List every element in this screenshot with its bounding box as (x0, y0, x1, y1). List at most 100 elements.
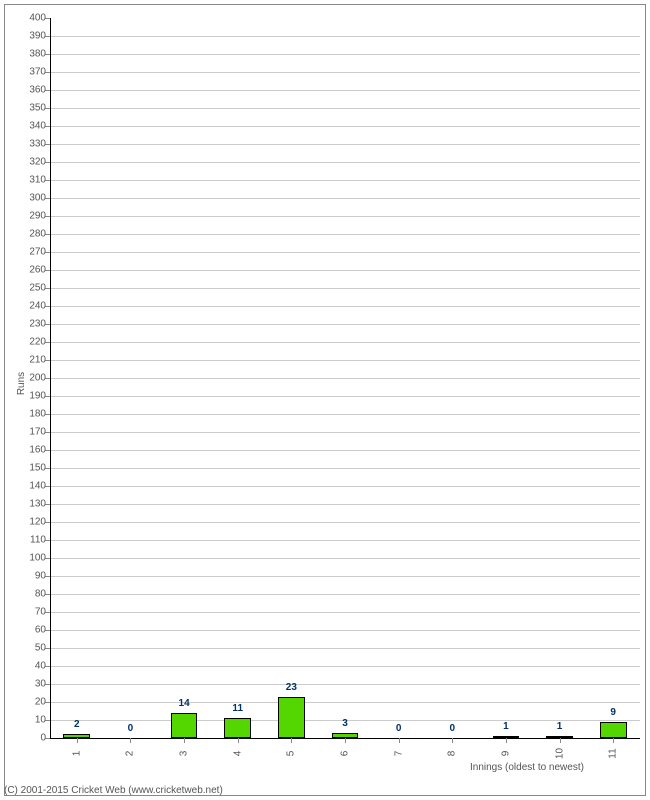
y-tick-label: 400 (29, 13, 46, 24)
y-tick-label: 260 (29, 265, 46, 276)
bar-value-label: 23 (286, 682, 297, 693)
y-tick-label: 100 (29, 553, 46, 564)
gridline (50, 432, 640, 433)
y-tick-label: 200 (29, 373, 46, 384)
y-tick-label: 20 (35, 697, 46, 708)
gridline (50, 360, 640, 361)
x-tick-label: 11 (608, 748, 619, 758)
y-tick-label: 120 (29, 517, 46, 528)
y-tick-label: 390 (29, 31, 46, 42)
gridline (50, 486, 640, 487)
gridline (50, 666, 640, 667)
x-tick-label: 5 (286, 751, 297, 757)
y-tick-label: 140 (29, 481, 46, 492)
gridline (50, 72, 640, 73)
gridline (50, 558, 640, 559)
y-tick-label: 320 (29, 157, 46, 168)
gridline (50, 702, 640, 703)
y-tick-label: 380 (29, 49, 46, 60)
gridline (50, 216, 640, 217)
x-tick-mark (345, 738, 346, 743)
y-tick-label: 250 (29, 283, 46, 294)
gridline (50, 144, 640, 145)
y-tick-label: 0 (40, 733, 46, 744)
gridline (50, 468, 640, 469)
gridline (50, 612, 640, 613)
gridline (50, 324, 640, 325)
bar-value-label: 0 (396, 723, 402, 734)
gridline (50, 234, 640, 235)
bar-value-label: 9 (610, 707, 616, 718)
y-tick-label: 220 (29, 337, 46, 348)
y-axis-title: Runs (16, 372, 27, 395)
y-tick-label: 10 (35, 715, 46, 726)
y-tick-label: 110 (30, 535, 46, 546)
gridline (50, 576, 640, 577)
y-tick-label: 310 (29, 175, 46, 186)
gridline (50, 306, 640, 307)
x-tick-label: 3 (179, 751, 190, 757)
gridline (50, 54, 640, 55)
gridline (50, 396, 640, 397)
y-tick-label: 210 (29, 355, 46, 366)
gridline (50, 594, 640, 595)
gridline (50, 36, 640, 37)
x-tick-label: 6 (340, 751, 351, 757)
bar-value-label: 3 (342, 718, 348, 729)
y-tick-label: 270 (29, 247, 46, 258)
gridline (50, 180, 640, 181)
gridline (50, 288, 640, 289)
y-tick-label: 50 (35, 643, 46, 654)
y-tick-label: 370 (29, 67, 46, 78)
x-tick-label: 10 (554, 748, 565, 759)
gridline (50, 684, 640, 685)
x-tick-mark (506, 738, 507, 743)
bar (278, 697, 305, 738)
y-axis-line (50, 18, 51, 738)
x-tick-mark (238, 738, 239, 743)
bar (171, 713, 198, 738)
bar-value-label: 11 (232, 703, 243, 714)
y-tick-label: 30 (35, 679, 46, 690)
gridline (50, 108, 640, 109)
y-tick-label: 70 (35, 607, 46, 618)
x-tick-mark (560, 738, 561, 743)
x-tick-mark (130, 738, 131, 743)
y-tick-label: 180 (29, 409, 46, 420)
bar-value-label: 2 (74, 719, 80, 730)
gridline (50, 162, 640, 163)
y-tick-label: 80 (35, 589, 46, 600)
gridline (50, 522, 640, 523)
y-tick-label: 90 (35, 571, 46, 582)
gridline (50, 126, 640, 127)
y-tick-label: 150 (29, 463, 46, 474)
x-tick-label: 7 (393, 751, 404, 757)
x-tick-label: 9 (500, 751, 511, 757)
y-tick-label: 170 (29, 427, 46, 438)
y-tick-label: 160 (29, 445, 46, 456)
plot-area: 0102030405060708090100110120130140150160… (50, 18, 640, 738)
bar-value-label: 0 (128, 723, 134, 734)
gridline (50, 378, 640, 379)
x-tick-label: 2 (125, 751, 136, 757)
gridline (50, 504, 640, 505)
y-tick-label: 340 (29, 121, 46, 132)
bar (224, 718, 251, 738)
y-tick-label: 240 (29, 301, 46, 312)
bar-value-label: 1 (503, 721, 509, 732)
bar (600, 722, 627, 738)
y-tick-label: 290 (29, 211, 46, 222)
gridline (50, 450, 640, 451)
y-tick-label: 230 (29, 319, 46, 330)
y-tick-label: 190 (29, 391, 46, 402)
gridline (50, 648, 640, 649)
x-tick-label: 8 (447, 751, 458, 757)
x-axis-title: Innings (oldest to newest) (470, 762, 584, 773)
y-tick-label: 40 (35, 661, 46, 672)
y-tick-label: 350 (29, 103, 46, 114)
gridline (50, 270, 640, 271)
x-tick-mark (399, 738, 400, 743)
gridline (50, 540, 640, 541)
bar-value-label: 14 (179, 698, 190, 709)
bar-value-label: 1 (557, 721, 563, 732)
